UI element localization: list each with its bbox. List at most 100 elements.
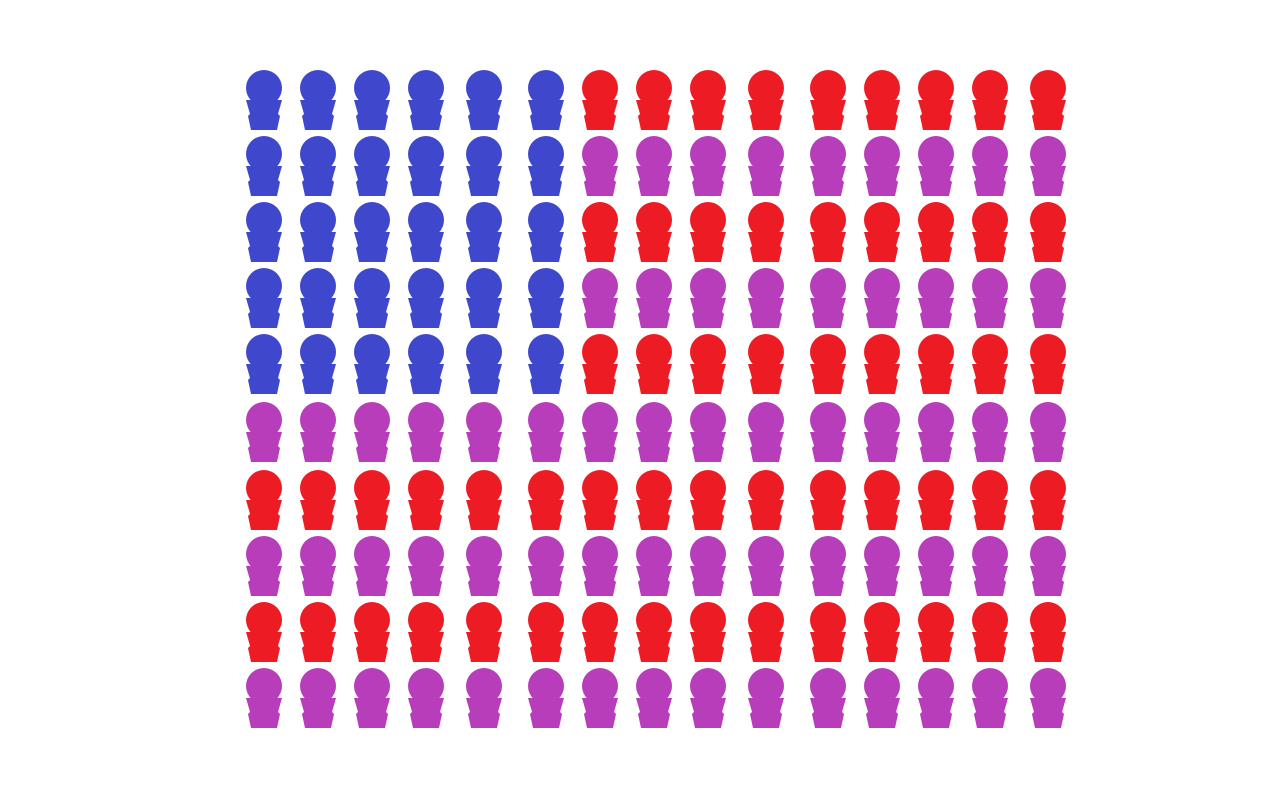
person-icon	[300, 536, 336, 596]
person-head	[972, 334, 1008, 370]
person-body	[408, 632, 444, 662]
person-head	[528, 470, 564, 506]
person-icon	[408, 334, 444, 394]
person-icon	[582, 470, 618, 530]
person-head	[528, 602, 564, 638]
person-icon	[864, 334, 900, 394]
person-head	[300, 334, 336, 370]
person-head	[582, 268, 618, 304]
person-body	[972, 500, 1008, 530]
person-head	[582, 602, 618, 638]
person-icon	[1030, 136, 1066, 196]
person-head	[748, 602, 784, 638]
person-head	[408, 202, 444, 238]
person-head	[918, 334, 954, 370]
person-icon	[528, 268, 564, 328]
person-head	[864, 70, 900, 106]
person-icon	[918, 268, 954, 328]
person-head	[528, 136, 564, 172]
person-body	[582, 432, 618, 462]
person-body	[636, 566, 672, 596]
person-body	[690, 298, 726, 328]
person-icon	[864, 536, 900, 596]
person-icon	[300, 602, 336, 662]
person-body	[810, 432, 846, 462]
person-head	[300, 136, 336, 172]
person-head	[300, 536, 336, 572]
person-head	[748, 402, 784, 438]
person-body	[810, 298, 846, 328]
person-icon	[690, 536, 726, 596]
person-head	[582, 470, 618, 506]
person-body	[918, 632, 954, 662]
person-body	[972, 566, 1008, 596]
person-icon	[582, 536, 618, 596]
person-body	[748, 298, 784, 328]
person-icon	[466, 70, 502, 130]
person-icon	[246, 536, 282, 596]
person-body	[918, 500, 954, 530]
person-body	[354, 232, 390, 262]
person-body	[582, 632, 618, 662]
person-head	[246, 402, 282, 438]
person-body	[300, 298, 336, 328]
person-icon	[748, 202, 784, 262]
person-body	[528, 500, 564, 530]
person-head	[690, 70, 726, 106]
person-head	[408, 70, 444, 106]
person-icon	[690, 70, 726, 130]
person-icon	[636, 202, 672, 262]
person-head	[636, 268, 672, 304]
person-head	[690, 668, 726, 704]
person-icon	[300, 470, 336, 530]
person-body	[300, 232, 336, 262]
person-head	[690, 268, 726, 304]
person-body	[300, 698, 336, 728]
person-head	[748, 268, 784, 304]
person-icon	[918, 470, 954, 530]
person-body	[864, 100, 900, 130]
person-head	[972, 470, 1008, 506]
person-icon	[466, 136, 502, 196]
person-head	[1030, 268, 1066, 304]
person-icon	[528, 202, 564, 262]
person-head	[918, 202, 954, 238]
person-head	[466, 470, 502, 506]
person-head	[864, 202, 900, 238]
person-body	[1030, 166, 1066, 196]
person-body	[354, 432, 390, 462]
person-head	[466, 402, 502, 438]
person-head	[810, 602, 846, 638]
person-body	[918, 100, 954, 130]
person-body	[748, 232, 784, 262]
person-icon	[582, 202, 618, 262]
person-body	[1030, 100, 1066, 130]
person-head	[918, 470, 954, 506]
person-head	[246, 602, 282, 638]
person-head	[582, 202, 618, 238]
person-head	[300, 470, 336, 506]
person-body	[246, 232, 282, 262]
person-head	[864, 536, 900, 572]
person-body	[690, 432, 726, 462]
person-icon	[864, 668, 900, 728]
person-head	[528, 334, 564, 370]
person-head	[466, 268, 502, 304]
person-icon	[408, 668, 444, 728]
person-icon	[864, 136, 900, 196]
person-body	[690, 632, 726, 662]
person-icon	[300, 334, 336, 394]
person-icon	[1030, 202, 1066, 262]
person-icon	[1030, 334, 1066, 394]
person-body	[408, 100, 444, 130]
person-icon	[690, 334, 726, 394]
person-icon	[690, 202, 726, 262]
person-icon	[354, 136, 390, 196]
person-icon	[810, 268, 846, 328]
person-head	[864, 602, 900, 638]
person-body	[300, 500, 336, 530]
person-body	[466, 566, 502, 596]
person-head	[748, 334, 784, 370]
person-head	[918, 602, 954, 638]
person-body	[246, 632, 282, 662]
